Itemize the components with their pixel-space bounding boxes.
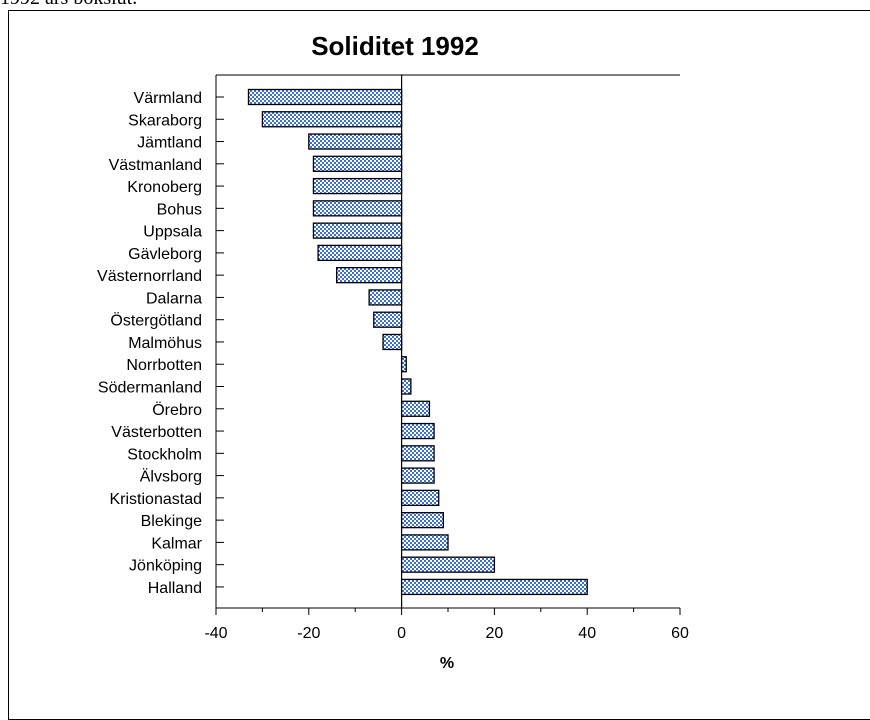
category-label: Kronoberg bbox=[127, 179, 202, 196]
category-label: Västmanland bbox=[109, 157, 202, 174]
bar bbox=[373, 311, 403, 328]
x-tick-label: 40 bbox=[578, 625, 596, 642]
bar bbox=[400, 556, 496, 573]
category-label: Gävleborg bbox=[128, 246, 202, 263]
category-label: Dalarna bbox=[146, 290, 202, 307]
category-label: Östergötland bbox=[110, 312, 202, 330]
bar bbox=[400, 422, 435, 440]
category-label: Skaraborg bbox=[128, 112, 202, 129]
bar bbox=[400, 400, 431, 417]
bar bbox=[400, 467, 435, 484]
category-label: Värmland bbox=[134, 90, 202, 107]
bar bbox=[335, 267, 403, 284]
category-label: Halland bbox=[148, 580, 202, 597]
category-label: Blekinge bbox=[141, 513, 202, 530]
bar bbox=[400, 356, 407, 373]
category-label: Bohus bbox=[157, 201, 202, 218]
category-label: Kristionastad bbox=[110, 491, 203, 508]
bar bbox=[261, 111, 403, 128]
bar bbox=[317, 244, 403, 262]
bar bbox=[400, 489, 440, 507]
bar bbox=[368, 289, 403, 306]
category-label: Jämtland bbox=[137, 135, 202, 152]
bar bbox=[312, 222, 403, 239]
category-label: Norrbotten bbox=[126, 357, 202, 374]
x-tick-label: 20 bbox=[486, 625, 504, 642]
header-text: 1992 års bokslut. bbox=[0, 0, 137, 10]
bar bbox=[400, 534, 449, 551]
category-label: Uppsala bbox=[143, 224, 202, 241]
category-label: Västerbotten bbox=[111, 424, 202, 441]
bar bbox=[312, 200, 403, 217]
bar bbox=[308, 133, 403, 150]
category-label: Kalmar bbox=[151, 535, 202, 552]
category-label: Södermanland bbox=[98, 380, 202, 397]
bar bbox=[312, 177, 403, 195]
category-label: Västernorrland bbox=[97, 268, 202, 285]
chart-title: Soliditet 1992 bbox=[311, 31, 479, 61]
category-label: Örebro bbox=[152, 401, 202, 419]
bar bbox=[400, 578, 588, 596]
bar bbox=[382, 333, 403, 351]
x-tick-label: -20 bbox=[297, 625, 320, 642]
x-tick-label: 0 bbox=[397, 625, 406, 642]
bar bbox=[312, 155, 403, 172]
bar bbox=[247, 88, 403, 106]
x-tick-label: -40 bbox=[204, 625, 227, 642]
category-label: Jönköping bbox=[129, 558, 202, 575]
bar bbox=[400, 445, 435, 462]
bar bbox=[400, 378, 412, 395]
x-tick-label: 60 bbox=[671, 625, 689, 642]
category-label: Malmöhus bbox=[128, 335, 202, 352]
category-label: Stockholm bbox=[127, 446, 202, 463]
category-label: Älvsborg bbox=[140, 468, 202, 486]
x-axis-label: % bbox=[440, 655, 454, 672]
bar bbox=[400, 511, 445, 529]
